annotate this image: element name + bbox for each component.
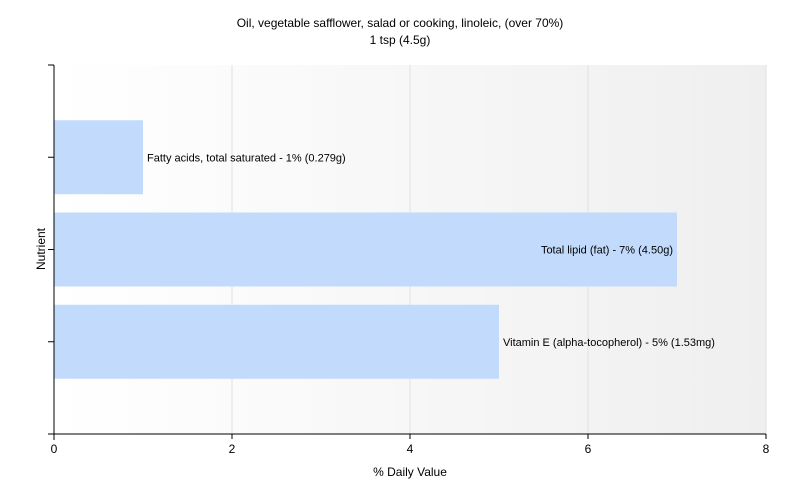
bar [54, 304, 499, 379]
x-tick-label: 8 [763, 442, 770, 456]
x-tick-label: 6 [585, 442, 592, 456]
bar [54, 212, 677, 287]
bars: Fatty acids, total saturated - 1% (0.279… [54, 120, 715, 379]
bar [54, 120, 143, 195]
x-tick-label: 4 [407, 442, 414, 456]
chart-title: Oil, vegetable safflower, salad or cooki… [237, 16, 564, 30]
bar-label: Total lipid (fat) - 7% (4.50g) [541, 245, 673, 257]
bar-label: Vitamin E (alpha-tocopherol) - 5% (1.53m… [503, 337, 715, 349]
x-tick-label: 2 [229, 442, 236, 456]
x-tick-label: 0 [51, 442, 58, 456]
y-axis-label: Nutrient [34, 227, 48, 270]
bar-label: Fatty acids, total saturated - 1% (0.279… [147, 152, 346, 164]
axes: 0 2 4 6 8 [48, 64, 770, 456]
chart-subtitle: 1 tsp (4.5g) [370, 33, 431, 47]
x-axis-label: % Daily Value [373, 465, 447, 479]
